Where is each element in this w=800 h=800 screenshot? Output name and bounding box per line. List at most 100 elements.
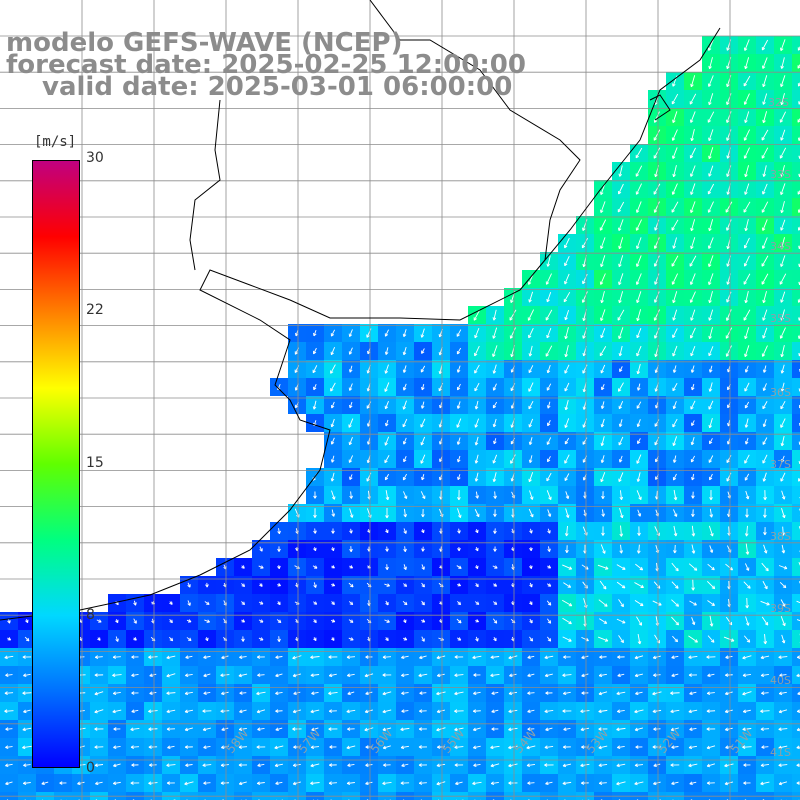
wind-arrow (637, 509, 642, 517)
wind-arrow (635, 273, 642, 285)
wind-arrow (616, 691, 626, 696)
wind-arrow (616, 763, 626, 768)
wind-arrow (743, 781, 751, 785)
wind-arrow (761, 129, 769, 141)
wind-arrow (23, 709, 31, 714)
wind-arrow (220, 709, 230, 713)
wind-arrow (436, 781, 446, 786)
wind-arrow (131, 655, 139, 659)
wind-arrow (761, 562, 769, 572)
wind-arrow (706, 745, 716, 750)
wind-arrow (402, 473, 408, 481)
wind-arrow (330, 382, 336, 392)
wind-arrow (241, 636, 245, 642)
wind-arrow (618, 327, 624, 340)
speed-cell (792, 432, 800, 450)
wind-arrow (744, 345, 750, 358)
wind-arrow (600, 544, 606, 554)
wind-arrow (167, 745, 175, 750)
wind-arrow (689, 147, 696, 159)
wind-arrow (599, 346, 607, 357)
wind-arrow (779, 581, 787, 589)
wind-arrow (330, 455, 335, 463)
wind-arrow (130, 727, 140, 732)
wind-arrow (238, 763, 248, 767)
wind-arrow (258, 601, 264, 605)
wind-arrow (780, 364, 785, 374)
wind-arrow (527, 309, 535, 321)
wind-arrow (275, 781, 283, 786)
wind-arrow (493, 583, 497, 587)
wind-arrow (780, 201, 785, 214)
wind-arrow (384, 364, 389, 374)
wind-arrow (581, 781, 589, 785)
wind-arrow (562, 691, 571, 696)
wind-arrow (689, 111, 696, 123)
wind-arrow (454, 709, 464, 713)
wind-arrow (239, 709, 247, 714)
wind-arrow (508, 691, 518, 696)
wind-arrow (275, 727, 283, 732)
wind-arrow (418, 673, 428, 678)
wind-arrow (600, 237, 606, 249)
wind-arrow (671, 599, 680, 607)
wind-arrow (348, 383, 353, 391)
wind-arrow (744, 327, 750, 340)
wind-arrow (385, 564, 389, 571)
wind-arrow (23, 673, 31, 678)
wind-arrow (238, 673, 248, 678)
wind-arrow (456, 418, 462, 428)
wind-arrow (598, 745, 608, 750)
wind-arrow (761, 219, 768, 231)
wind-arrow (546, 401, 551, 409)
wind-arrow (672, 309, 678, 321)
wind-arrow (600, 255, 606, 268)
wind-arrow (636, 345, 642, 357)
wind-arrow (184, 745, 193, 749)
wind-arrow (689, 93, 697, 105)
wind-arrow (690, 437, 695, 446)
wind-arrow (707, 600, 715, 606)
wind-arrow (349, 528, 353, 534)
wind-arrow (581, 291, 588, 303)
wind-arrow (185, 763, 193, 767)
lat-label: 38S (770, 530, 791, 543)
wind-arrow (691, 509, 695, 517)
wind-arrow (544, 673, 553, 678)
wind-arrow (457, 528, 461, 534)
wind-arrow (743, 129, 751, 141)
wind-arrow (256, 745, 266, 749)
wind-arrow (780, 345, 785, 358)
wind-arrow (670, 709, 680, 714)
wind-arrow (130, 745, 140, 749)
speed-cell (792, 450, 800, 468)
wind-arrow (256, 655, 265, 659)
wind-arrow (706, 581, 716, 590)
wind-arrow (652, 655, 661, 660)
speed-cell (792, 396, 800, 414)
wind-arrow (348, 418, 354, 428)
wind-arrow (707, 673, 715, 678)
wind-arrow (618, 455, 623, 463)
wind-arrow (725, 745, 733, 750)
speed-cell (792, 504, 800, 522)
wind-arrow (492, 383, 497, 391)
wind-arrow (636, 383, 641, 391)
wind-arrow (635, 165, 643, 177)
wind-arrow (133, 618, 137, 624)
wind-arrow (493, 528, 497, 534)
wind-arrow (779, 673, 787, 677)
wind-arrow (277, 636, 281, 642)
wind-arrow (546, 327, 552, 339)
wind-arrow (599, 580, 607, 590)
speed-cell (792, 54, 800, 72)
wind-arrow (743, 93, 750, 105)
wind-arrow (688, 673, 697, 677)
wind-arrow (652, 745, 662, 749)
wind-arrow (742, 709, 751, 714)
wind-arrow (133, 637, 137, 641)
wind-arrow (598, 673, 607, 678)
wind-arrow (25, 619, 29, 624)
wind-arrow (743, 635, 751, 643)
wind-arrow (241, 601, 246, 606)
